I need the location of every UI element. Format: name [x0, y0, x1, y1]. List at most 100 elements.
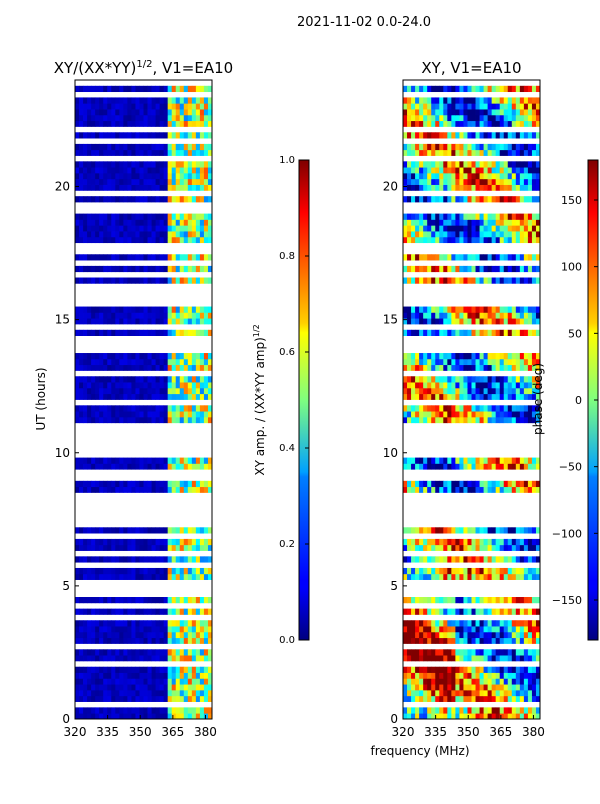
heatmap-cell [111, 167, 116, 174]
heatmap-cell [175, 382, 181, 389]
heatmap-cell [467, 695, 472, 702]
heatmap-cell [171, 573, 177, 580]
heatmap-cell [531, 178, 537, 185]
heatmap-cell [95, 312, 100, 319]
heatmap-cell [183, 219, 189, 226]
heatmap-cell [495, 219, 501, 226]
heatmap-cell [183, 196, 189, 203]
heatmap-cell [515, 114, 521, 122]
heatmap-cell [511, 196, 517, 203]
heatmap-cell [423, 655, 428, 662]
heatmap-cell [443, 666, 448, 673]
heatmap-cell [531, 318, 537, 325]
heatmap-cell [423, 167, 428, 174]
heatmap-cell [451, 231, 456, 238]
heatmap-cell [467, 254, 472, 261]
heatmap-cell [471, 538, 476, 546]
heatmap-cell [443, 567, 448, 575]
heatmap-cell [491, 637, 497, 644]
heatmap-cell [443, 684, 448, 691]
heatmap-cell [75, 567, 80, 575]
heatmap-cell [199, 109, 205, 116]
heatmap-cell [447, 626, 452, 633]
heatmap-cell [431, 405, 436, 412]
heatmap-cell [507, 457, 513, 464]
heatmap-cell [495, 480, 501, 488]
heatmap-cell [435, 608, 440, 615]
heatmap-cell [91, 236, 96, 244]
heatmap-cell [143, 358, 148, 366]
heatmap-cell [415, 713, 420, 720]
heatmap-cell [515, 364, 521, 371]
heatmap-cell [111, 689, 116, 697]
heatmap-cell [155, 573, 161, 580]
heatmap-cell [523, 707, 529, 714]
heatmap-cell [515, 527, 521, 534]
heatmap-cell [107, 120, 112, 127]
heatmap-cell [83, 684, 88, 691]
heatmap-cell [175, 620, 181, 627]
heatmap-cell [103, 631, 108, 639]
heatmap-cell [123, 382, 128, 389]
heatmap-cell [511, 219, 517, 226]
heatmap-cell [427, 265, 432, 273]
heatmap-cell [411, 707, 416, 714]
heatmap-cell [519, 329, 525, 336]
heatmap-cell [507, 573, 513, 580]
heatmap-cell [127, 265, 132, 273]
heatmap-cell [143, 463, 148, 470]
heatmap-cell [111, 666, 116, 673]
heatmap-cell [471, 149, 476, 156]
heatmap-cell [107, 695, 112, 702]
heatmap-cell [111, 103, 116, 110]
heatmap-cell [151, 376, 156, 383]
heatmap-cell [439, 416, 444, 424]
heatmap-cell [463, 411, 468, 418]
heatmap-cell [75, 480, 80, 488]
heatmap-cell [535, 306, 541, 313]
heatmap-cell [443, 114, 448, 122]
heatmap-cell [83, 364, 88, 371]
heatmap-cell [175, 416, 181, 424]
heatmap-cell [155, 713, 161, 720]
heatmap-cell [435, 120, 440, 127]
heatmap-cell [523, 527, 529, 534]
heatmap-cell [419, 364, 424, 371]
heatmap-cell [195, 149, 201, 156]
heatmap-cell [151, 463, 156, 470]
heatmap-cell [523, 666, 529, 673]
heatmap-cell [91, 573, 96, 580]
heatmap-cell [127, 231, 132, 238]
heatmap-cell [207, 649, 213, 656]
heatmap-cell [79, 277, 84, 284]
heatmap-cell [83, 132, 88, 139]
heatmap-cell [199, 649, 205, 656]
heatmap-cell [183, 329, 189, 336]
heatmap-cell [107, 393, 112, 400]
heatmap-cell [463, 254, 468, 261]
heatmap-cell [407, 114, 412, 122]
heatmap-cell [535, 109, 541, 116]
heatmap-cell [475, 597, 480, 604]
heatmap-cell [119, 486, 124, 493]
heatmap-cell [467, 655, 472, 662]
heatmap-cell [431, 620, 436, 627]
heatmap-cell [107, 364, 112, 371]
heatmap-cell [455, 678, 460, 685]
heatmap-cell [475, 707, 480, 714]
heatmap-cell [527, 376, 533, 383]
heatmap-cell [451, 225, 456, 232]
heatmap-cell [407, 463, 412, 470]
heatmap-cell [467, 353, 472, 360]
heatmap-cell [499, 573, 505, 580]
heatmap-cell [435, 463, 440, 470]
heatmap-cell [99, 231, 104, 238]
heatmap-cell [487, 457, 493, 464]
heatmap-cell [455, 608, 460, 615]
heatmap-cell [411, 556, 416, 563]
heatmap-cell [495, 353, 501, 360]
heatmap-cell [519, 178, 525, 185]
heatmap-cell [463, 416, 468, 424]
heatmap-cell [179, 416, 185, 424]
